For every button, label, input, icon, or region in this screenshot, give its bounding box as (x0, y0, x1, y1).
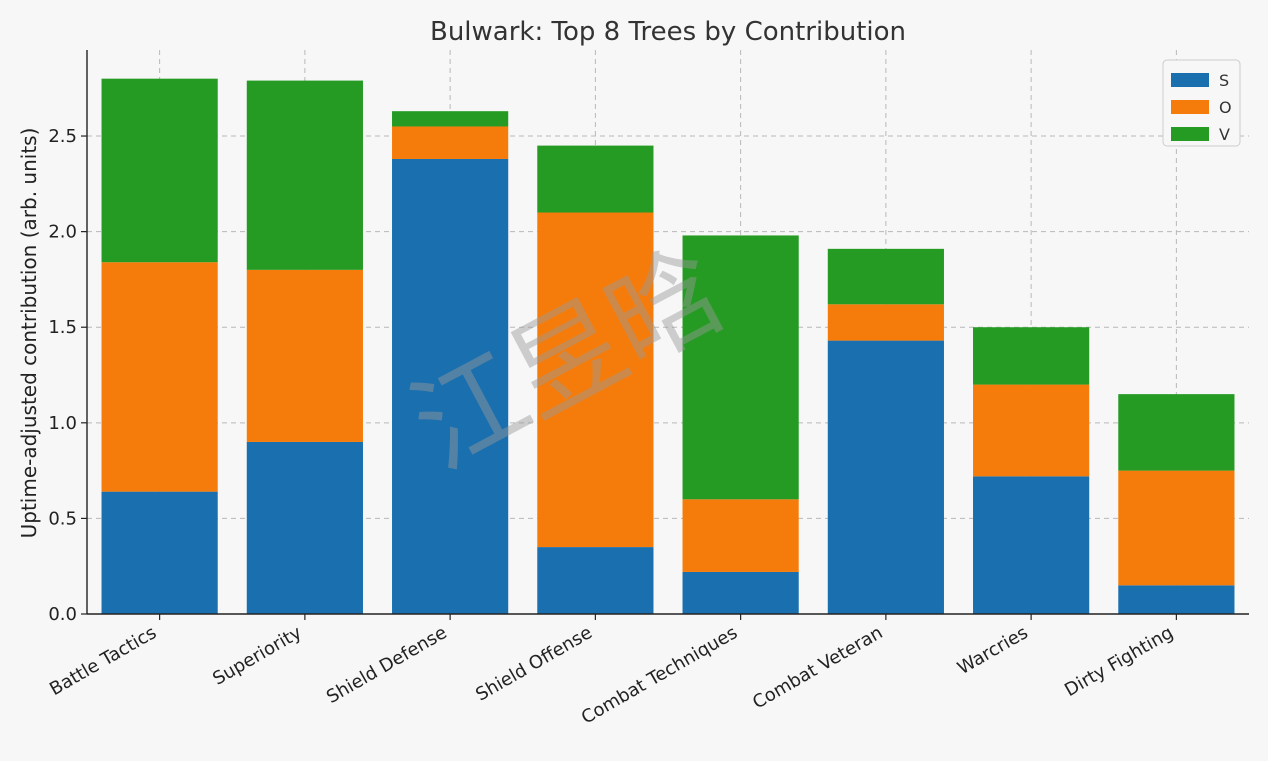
bar-v-dirty-fighting (1118, 394, 1235, 471)
legend: SOV (1162, 59, 1241, 147)
bar-s-dirty-fighting (1118, 585, 1235, 614)
bar-s-battle-tactics (101, 491, 218, 614)
bar-o-combat-techniques (682, 499, 799, 572)
bar-o-superiority (246, 269, 363, 442)
bar-s-combat-techniques (682, 571, 799, 614)
legend-label: V (1219, 125, 1230, 144)
bar-v-warcries (973, 327, 1090, 385)
bar-s-warcries (973, 476, 1090, 614)
bar-s-shield-defense (392, 158, 509, 615)
axes-layer (86, 50, 1249, 615)
bar-v-combat-techniques (682, 235, 799, 500)
legend-swatch (1171, 73, 1209, 87)
legend-label: S (1219, 71, 1229, 90)
bar-v-shield-offense (537, 145, 654, 213)
x-tick-label: Combat Veteran (749, 622, 886, 713)
y-tick-label: 2.0 (48, 222, 77, 243)
legend-swatch (1171, 127, 1209, 141)
bar-s-shield-offense (537, 547, 654, 614)
x-tick-label: Shield Defense (323, 622, 451, 708)
x-tick-label: Dirty Fighting (1061, 622, 1177, 701)
bars-layer (101, 78, 1235, 615)
y-axis-label: Uptime-adjusted contribution (arb. units… (17, 128, 41, 539)
y-tick-label: 0.5 (48, 508, 77, 529)
bar-v-combat-veteran (827, 248, 944, 305)
bar-o-combat-veteran (827, 304, 944, 341)
bar-o-shield-defense (392, 126, 509, 159)
legend-swatch (1171, 100, 1209, 114)
bar-v-superiority (246, 80, 363, 270)
y-tick-label: 0.0 (48, 604, 77, 625)
bar-o-shield-offense (537, 212, 654, 548)
y-tick-label: 2.5 (48, 126, 77, 147)
x-tick-label: Warcries (954, 622, 1032, 679)
bar-o-battle-tactics (101, 262, 218, 492)
chart-title: Bulwark: Top 8 Trees by Contribution (430, 17, 906, 47)
bar-v-battle-tactics (101, 78, 218, 263)
bar-s-combat-veteran (827, 340, 944, 614)
x-tick-label: Battle Tactics (46, 622, 160, 700)
legend-label: O (1219, 98, 1232, 117)
x-tick-label: Combat Techniques (578, 622, 741, 728)
x-tick-label: Superiority (209, 622, 305, 690)
bar-o-warcries (973, 384, 1090, 477)
bar-o-dirty-fighting (1118, 470, 1235, 586)
y-tick-label: 1.5 (48, 317, 77, 338)
bar-s-superiority (246, 441, 363, 614)
y-tick-label: 1.0 (48, 413, 77, 434)
x-tick-label: Shield Offense (472, 622, 596, 705)
bar-v-shield-defense (392, 111, 509, 127)
